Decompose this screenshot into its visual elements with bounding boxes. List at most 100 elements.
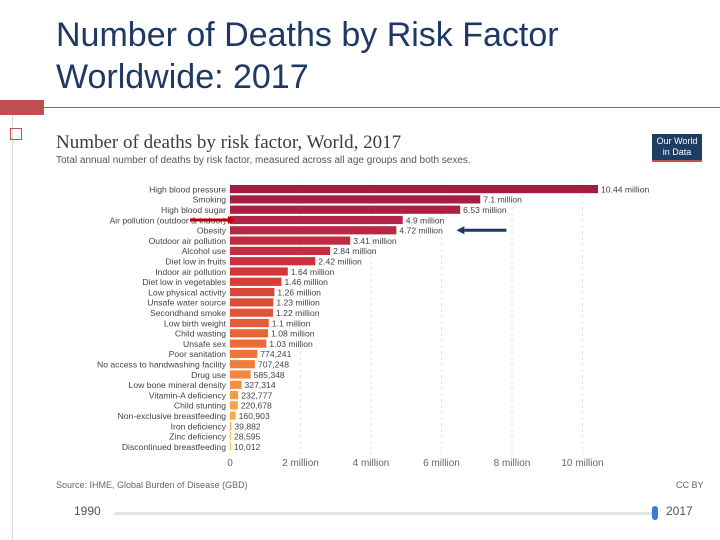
timeline-start-label: 1990	[74, 504, 101, 518]
value-label-14: 1.08 million	[271, 329, 315, 339]
title-accent-block	[0, 100, 44, 115]
value-label-19: 327,314	[245, 380, 276, 390]
bar-9	[230, 277, 282, 286]
value-label-1: 7.1 million	[483, 195, 522, 205]
category-label-23: Iron deficiency	[171, 421, 227, 431]
category-label-4: Obesity	[197, 226, 227, 236]
category-label-8: Indoor air pollution	[155, 267, 226, 277]
category-label-15: Unsafe sex	[183, 339, 227, 349]
category-label-5: Outdoor air pollution	[149, 236, 227, 246]
bar-13	[230, 318, 269, 328]
category-label-17: No access to handwashing facility	[97, 360, 227, 370]
bar-8	[230, 267, 288, 276]
title-divider	[44, 107, 720, 108]
value-label-21: 220,678	[241, 401, 272, 411]
bar-1	[230, 195, 481, 204]
category-label-0: High blood pressure	[149, 184, 226, 194]
x-tick-label-0: 0	[227, 458, 233, 469]
bar-2	[230, 205, 461, 214]
timeline-slider[interactable]: 1990 2017	[44, 498, 710, 538]
x-tick-label-2: 4 million	[353, 458, 390, 469]
bar-21	[230, 401, 238, 410]
timeline-end-label: 2017	[666, 504, 693, 518]
value-label-0: 10.44 million	[601, 184, 649, 194]
value-label-8: 1.64 million	[291, 267, 335, 277]
category-label-20: Vitamin-A deficiency	[149, 390, 227, 400]
value-label-11: 1.23 million	[276, 298, 320, 308]
category-label-13: Low birth weight	[164, 318, 227, 328]
bar-23	[230, 421, 232, 431]
bar-14	[230, 329, 269, 338]
left-margin-line	[12, 115, 13, 540]
bullet-square	[10, 128, 22, 140]
value-label-15: 1.03 million	[269, 339, 313, 349]
category-label-12: Secondhand smoke	[150, 308, 226, 318]
owid-logo-line-1: Our World	[656, 136, 698, 146]
category-label-24: Zinc deficiency	[169, 432, 227, 442]
x-tick-label-1: 2 million	[282, 458, 319, 469]
slide-title-line-2: Worldwide: 2017	[56, 58, 309, 96]
category-label-3: Air pollution (outdoor & indoor)	[109, 215, 226, 225]
value-label-5: 3.41 million	[353, 236, 397, 246]
value-label-4: 4.72 million	[399, 226, 443, 236]
bar-chart: 0 2 million 4 million 6 million 8 million 10 …	[97, 183, 649, 469]
value-label-7: 2.42 million	[318, 257, 362, 267]
x-tick-label-3: 6 million	[423, 458, 460, 469]
value-label-25: 10,012	[234, 442, 261, 452]
bar-20	[230, 391, 239, 400]
bar-19	[230, 380, 242, 389]
x-tick-label-5: 10 million	[561, 458, 603, 469]
slide-title-line-1: Number of Deaths by Risk Factor	[56, 16, 559, 54]
category-label-6: Alcohol use	[182, 246, 227, 256]
value-label-16: 774,241	[260, 349, 291, 359]
license-note[interactable]: CC BY	[676, 480, 704, 490]
value-label-9: 1.46 million	[284, 277, 328, 287]
value-label-10: 1.26 million	[277, 287, 321, 297]
annotation-arrowhead-1	[456, 226, 465, 235]
bar-6	[230, 246, 331, 255]
category-label-14: Child wasting	[175, 329, 226, 339]
value-label-3: 4.9 million	[406, 215, 445, 225]
bar-12	[230, 308, 274, 317]
source-note[interactable]: Source: IHME, Global Burden of Disease (…	[56, 480, 248, 490]
category-label-21: Child stunting	[174, 401, 226, 411]
value-label-17: 707,248	[258, 360, 289, 370]
bar-25	[230, 442, 231, 451]
value-label-20: 232,777	[241, 390, 272, 400]
owid-logo[interactable]: Our World in Data	[652, 134, 702, 162]
chart-title: Number of deaths by risk factor, World, …	[56, 132, 402, 153]
bar-15	[230, 339, 267, 348]
timeline-handle[interactable]	[652, 506, 658, 520]
value-label-6: 2.84 million	[333, 246, 377, 256]
owid-logo-stripe	[652, 160, 702, 162]
x-tick-label-4: 8 million	[494, 458, 531, 469]
annotation-arrowhead-0	[228, 216, 235, 224]
value-label-12: 1.22 million	[276, 308, 320, 318]
bar-11	[230, 298, 274, 307]
category-label-2: High blood sugar	[161, 205, 226, 215]
bar-18	[230, 370, 251, 379]
value-label-24: 28,595	[234, 432, 261, 442]
category-label-10: Low physical activity	[148, 287, 227, 297]
category-label-18: Drug use	[191, 370, 226, 380]
bar-16	[230, 349, 258, 358]
timeline-track[interactable]	[114, 512, 654, 515]
bar-0	[230, 185, 598, 194]
slide-title: Number of Deaths by Risk Factor Worldwid…	[56, 14, 559, 98]
owid-logo-line-2: in Data	[662, 147, 692, 157]
bar-7	[230, 257, 316, 266]
bar-4	[230, 226, 397, 235]
category-label-1: Smoking	[193, 195, 227, 205]
bar-5	[230, 236, 351, 245]
category-label-16: Poor sanitation	[169, 349, 227, 359]
chart-card: Number of deaths by risk factor, World, …	[44, 126, 710, 540]
bar-10	[230, 288, 275, 297]
bar-3	[230, 215, 403, 225]
value-label-22: 160,903	[239, 411, 270, 421]
category-label-7: Diet low in fruits	[165, 257, 226, 267]
category-label-25: Discontinued breastfeeding	[122, 442, 226, 452]
value-label-2: 6.53 million	[463, 205, 507, 215]
category-label-11: Unsafe water source	[147, 298, 226, 308]
value-label-18: 585,348	[254, 370, 285, 380]
category-label-9: Diet low in vegetables	[142, 277, 226, 287]
